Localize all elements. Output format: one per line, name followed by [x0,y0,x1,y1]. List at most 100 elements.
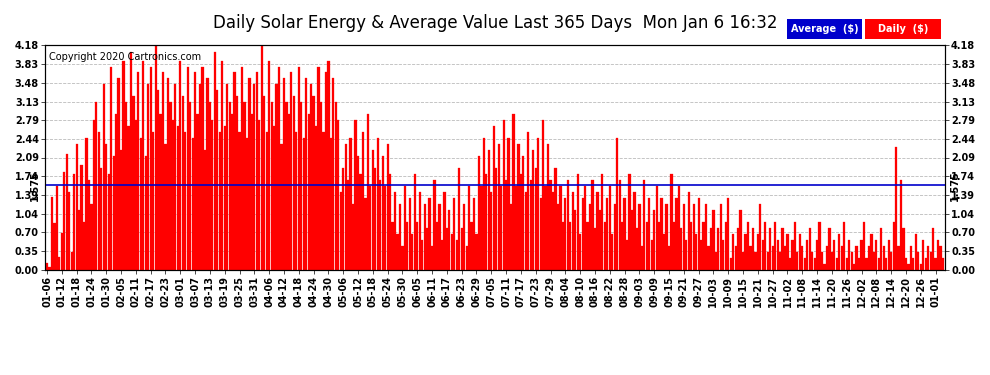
Bar [401,246,404,270]
Bar [880,228,882,270]
Bar [108,174,110,270]
Bar [700,240,702,270]
Bar [154,45,156,270]
Bar [868,246,870,270]
Bar [940,246,941,270]
Bar [130,52,132,270]
Bar [275,84,277,270]
Bar [781,228,784,270]
Bar [653,210,655,270]
Bar [265,132,268,270]
Bar [890,252,892,270]
Bar [829,228,831,270]
Bar [703,222,705,270]
Bar [639,204,641,270]
Bar [450,234,452,270]
Bar [759,204,761,270]
Bar [569,222,571,270]
Bar [285,102,287,270]
Bar [181,96,184,270]
Bar [907,264,910,270]
Bar [508,138,510,270]
Bar [421,240,424,270]
Text: Copyright 2020 Cartronics.com: Copyright 2020 Cartronics.com [50,52,201,62]
Bar [323,132,325,270]
Bar [591,180,594,270]
Bar [698,198,700,270]
Bar [685,240,687,270]
Bar [149,66,151,270]
Bar [475,234,477,270]
Bar [544,186,546,270]
Bar [542,120,545,270]
Bar [290,72,292,270]
Bar [922,240,925,270]
Bar [596,192,599,270]
Bar [498,144,500,270]
Text: 1.575: 1.575 [950,170,960,201]
Bar [60,233,63,270]
Bar [941,258,944,270]
Bar [528,132,530,270]
Bar [439,204,441,270]
Bar [313,96,315,270]
Bar [460,228,462,270]
Bar [184,132,186,270]
Bar [776,240,779,270]
Bar [609,186,611,270]
Bar [863,222,865,270]
Bar [619,180,621,270]
Bar [236,96,239,270]
Bar [325,72,327,270]
Bar [791,240,794,270]
Bar [515,186,517,270]
Bar [927,246,930,270]
Bar [258,120,260,270]
Bar [814,258,816,270]
Bar [826,246,828,270]
Bar [831,252,833,270]
Bar [280,144,282,270]
Bar [105,144,107,270]
Bar [634,192,636,270]
Bar [434,180,436,270]
Bar [925,258,927,270]
Bar [244,102,246,270]
Bar [551,192,554,270]
Bar [308,114,310,270]
Bar [811,252,813,270]
Bar [784,246,786,270]
Bar [371,150,374,270]
Bar [288,114,290,270]
Bar [935,258,937,270]
Bar [809,228,811,270]
Bar [478,156,480,270]
Bar [73,174,75,270]
Bar [932,228,935,270]
Bar [278,66,280,270]
Bar [737,228,740,270]
Bar [333,78,335,270]
Bar [295,132,297,270]
Bar [771,246,774,270]
Bar [446,228,448,270]
Bar [586,222,589,270]
Bar [535,168,537,270]
Bar [214,52,216,270]
Bar [209,102,211,270]
Bar [75,144,78,270]
Bar [468,186,470,270]
Bar [660,198,662,270]
Bar [900,180,902,270]
Bar [470,222,472,270]
Bar [799,234,801,270]
Bar [764,222,766,270]
Bar [206,78,209,270]
Bar [850,252,852,270]
Bar [824,264,826,270]
Text: Daily Solar Energy & Average Value Last 365 Days  Mon Jan 6 16:32: Daily Solar Energy & Average Value Last … [213,13,777,32]
Bar [359,174,361,270]
Bar [49,267,50,270]
Bar [441,240,444,270]
Bar [194,72,196,270]
